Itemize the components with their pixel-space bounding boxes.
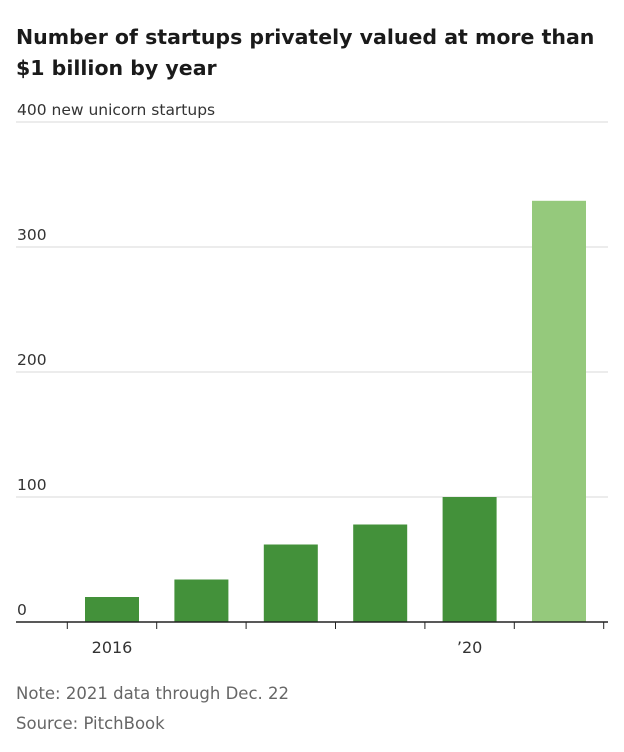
y-tick-label: 400 new unicorn startups [17, 101, 215, 119]
chart-source: Source: PitchBook [16, 714, 165, 733]
chart-title: Number of startups privately valued at m… [16, 25, 595, 80]
y-axis-ticks: 0 100 200 300 400 new unicorn startups [17, 101, 215, 619]
bar [85, 597, 139, 622]
bar-chart: 0 100 200 300 400 new unicorn startups 2016 ’… [16, 101, 608, 657]
bar [174, 579, 229, 622]
bar [263, 544, 318, 622]
x-axis: 2016 ’20 [16, 621, 608, 657]
y-tick-label: 200 [17, 351, 47, 369]
y-tick-label: 300 [17, 226, 47, 244]
y-tick-label: 100 [17, 476, 47, 494]
bar [442, 497, 497, 622]
bar [353, 524, 408, 622]
bar [532, 200, 586, 623]
chart-note: Note: 2021 data through Dec. 22 [16, 684, 289, 703]
gridlines [16, 121, 608, 498]
x-tick-label: ’20 [457, 638, 482, 657]
x-tick-label: 2016 [92, 638, 133, 657]
bars [85, 200, 586, 623]
y-tick-label: 0 [17, 601, 27, 619]
